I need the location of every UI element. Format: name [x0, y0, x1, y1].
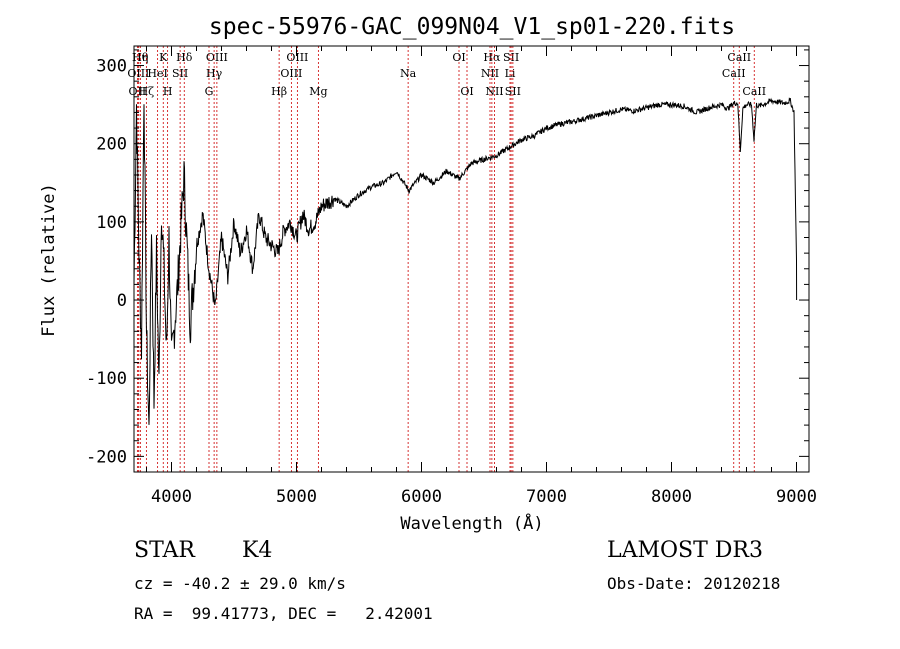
- y-tick-label: 0: [117, 291, 127, 311]
- marker-label: OIII: [127, 67, 149, 80]
- marker-label: NII: [485, 85, 503, 98]
- y-axis-label: Flux (relative): [39, 183, 59, 337]
- marker-label: Hθ: [132, 51, 149, 64]
- marker-label: HeI: [147, 67, 167, 80]
- x-tick-label: 8000: [651, 487, 692, 507]
- y-tick-label: -200: [86, 447, 127, 467]
- marker-label: NII: [481, 67, 499, 80]
- x-tick-label: 4000: [151, 487, 192, 507]
- x-tick-label: 6000: [401, 487, 442, 507]
- marker-label: SII: [503, 51, 519, 64]
- class-label: STAR: [134, 538, 195, 563]
- y-tick-label: -100: [86, 369, 127, 389]
- marker-label: H: [163, 85, 173, 98]
- radec-text: RA = 99.41773, DEC = 2.42001: [134, 604, 433, 623]
- marker-label: OI: [452, 51, 465, 64]
- marker-label: Hδ: [176, 51, 193, 64]
- x-tick-label: 9000: [776, 487, 817, 507]
- marker-label: Hη: [132, 51, 148, 64]
- x-axis-label: Wavelength (Å): [400, 512, 543, 534]
- marker-label: G: [205, 85, 214, 98]
- marker-label: SII: [172, 67, 188, 80]
- marker-label: OII: [129, 85, 147, 98]
- marker-label: Hα: [483, 51, 501, 64]
- marker-label: Hβ: [271, 85, 287, 98]
- marker-label: OI: [460, 85, 473, 98]
- marker-label: OIII: [286, 51, 308, 64]
- subclass-label: K4: [242, 538, 273, 563]
- marker-label: Mg: [309, 85, 327, 98]
- axes: 4000 5000 6000 7000 8000 9000 -200 -100 0 100 200 3…: [86, 46, 817, 507]
- redshift-text: cz = -40.2 ± 29.0 km/s: [134, 574, 346, 593]
- marker-label: CaII: [742, 85, 766, 98]
- chart-title: spec-55976-GAC_099N04_V1_sp01-220.fits: [209, 14, 735, 40]
- marker-label: Hγ: [206, 67, 223, 80]
- marker-label: SII: [505, 85, 521, 98]
- y-tick-label: 100: [96, 213, 127, 233]
- marker-label: CaII: [727, 51, 751, 64]
- marker-label: OIII: [206, 51, 228, 64]
- marker-label: Hζ: [139, 85, 155, 98]
- survey-label: LAMOST DR3: [607, 538, 763, 563]
- series-layer: [133, 97, 798, 425]
- x-tick-label: 7000: [526, 487, 567, 507]
- series-line-flux: [133, 97, 798, 425]
- y-tick-label: 200: [96, 135, 127, 155]
- marker-label: CaII: [722, 67, 746, 80]
- marker-label: Li: [505, 67, 516, 80]
- obs-date-text: Obs-Date: 20120218: [607, 574, 781, 593]
- marker-label: K: [159, 51, 168, 64]
- marker-label: Na: [400, 67, 417, 80]
- y-tick-label: 300: [96, 57, 127, 77]
- x-tick-label: 5000: [276, 487, 317, 507]
- marker-label: OIII: [280, 67, 302, 80]
